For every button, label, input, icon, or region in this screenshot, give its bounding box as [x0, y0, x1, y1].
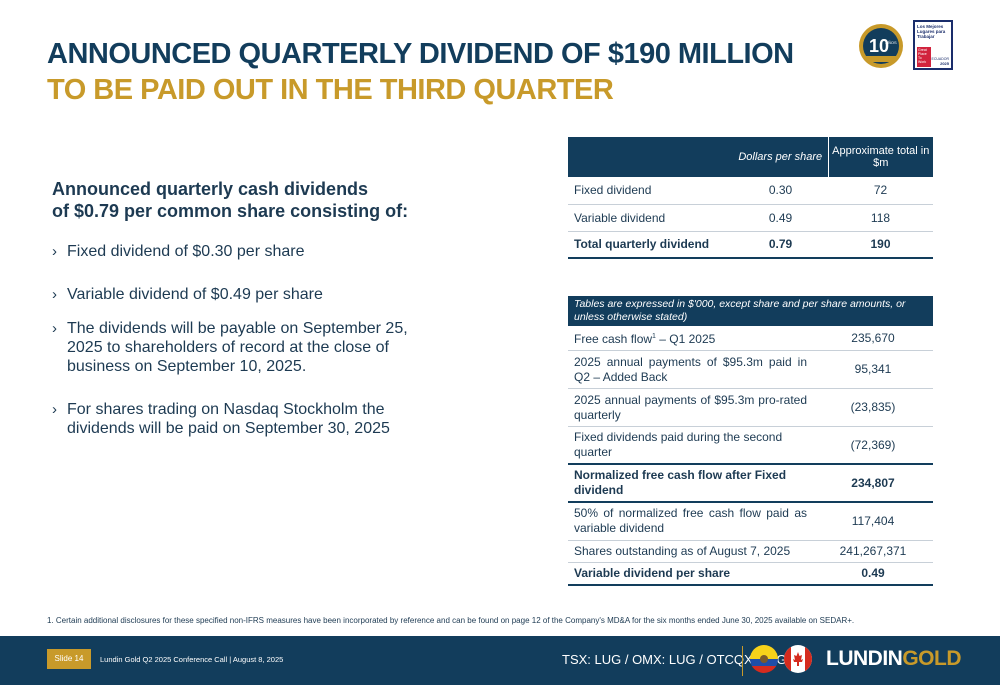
conference-info: Lundin Gold Q2 2025 Conference Call | Au…: [100, 655, 284, 664]
bullet-text: For shares trading on Nasdaq Stockholm t…: [67, 401, 390, 437]
row-total: 190: [828, 230, 933, 259]
anniversary-badge-icon: 10 AÑOS: [859, 24, 903, 68]
bullet-text: Variable dividend of $0.49 per share: [67, 286, 323, 303]
row-value: 95,341: [813, 350, 933, 389]
subheading-line1: Announced quarterly cash dividends: [52, 179, 369, 199]
row-label-suffix: – Q1 2025: [655, 332, 716, 346]
chevron-right-icon: ›: [52, 320, 57, 337]
row-label: Total quarterly dividend: [568, 230, 733, 259]
canada-flag-icon: [784, 645, 812, 673]
table-row: Shares outstanding as of August 7, 2025 …: [568, 540, 933, 563]
footnote-marker: 1: [652, 333, 656, 340]
row-label: 50% of normalized free cash flow paid as…: [568, 502, 813, 541]
page-title-line2: TO BE PAID OUT IN THE THIRD QUARTER: [47, 74, 614, 106]
logo-part1: LUNDIN: [826, 647, 903, 670]
page-title-line1: ANNOUNCED QUARTERLY DIVIDEND OF $190 MIL…: [47, 38, 794, 70]
bullet-item: › The dividends will be payable on Septe…: [52, 319, 412, 376]
bullet-text: The dividends will be payable on Septemb…: [67, 320, 408, 375]
dividend-table: Dollars per share Approximate total in $…: [568, 137, 933, 259]
dividend-table-header-total: Approximate total in $m: [828, 137, 933, 177]
row-label: Free cash flow1 – Q1 2025: [568, 326, 813, 351]
bullet-item: › Variable dividend of $0.49 per share: [52, 285, 412, 304]
row-label: Normalized free cash flow after Fixed di…: [568, 463, 813, 503]
great-place-to-work-badge: Los Mejores Lugares para Trabajar Great …: [913, 20, 953, 70]
row-label: Fixed dividends paid during the second q…: [568, 426, 813, 465]
chevron-right-icon: ›: [52, 286, 57, 303]
chevron-right-icon: ›: [52, 401, 57, 418]
lundin-gold-logo: LUNDINGOLD: [826, 647, 961, 671]
row-total: 72: [828, 177, 933, 205]
table-row-result: Variable dividend per share 0.49: [568, 562, 933, 586]
table-row-total: Total quarterly dividend 0.79 190: [568, 230, 933, 259]
row-per-share: 0.49: [733, 204, 828, 232]
fcf-table-header: Tables are expressed in $'000, except sh…: [568, 296, 933, 326]
row-per-share: 0.79: [733, 230, 828, 259]
dividend-subheading: Announced quarterly cash dividends of $0…: [52, 178, 408, 222]
table-row-highlight: Normalized free cash flow after Fixed di…: [568, 463, 933, 503]
table-row: Fixed dividend 0.30 72: [568, 177, 933, 205]
row-value: 234,807: [813, 463, 933, 503]
ticker-symbols: TSX: LUG / OMX: LUG / OTCQX: LUGDF: [562, 652, 804, 667]
row-label: 2025 annual payments of $95.3m paid in Q…: [568, 350, 813, 389]
row-value: 235,670: [813, 326, 933, 351]
footer-divider: [742, 646, 743, 676]
table-row: 50% of normalized free cash flow paid as…: [568, 502, 933, 541]
row-label: Shares outstanding as of August 7, 2025: [568, 540, 813, 563]
chevron-right-icon: ›: [52, 243, 57, 260]
dividend-table-header-per-share: Dollars per share: [733, 137, 829, 177]
row-label-text: Free cash flow: [574, 332, 653, 346]
ecuador-flag-icon: [750, 645, 778, 673]
row-value: 241,267,371: [813, 540, 933, 563]
row-total: 118: [828, 204, 933, 232]
table-row: Variable dividend 0.49 118: [568, 204, 933, 232]
row-value: (72,369): [813, 426, 933, 465]
gptw-country: ECUADOR: [931, 57, 949, 61]
subheading-line2: of $0.79 per common share consisting of:: [52, 201, 409, 221]
slide-number: Slide 14: [47, 649, 91, 669]
bullet-text: Fixed dividend of $0.30 per share: [67, 243, 305, 260]
logo-part2: GOLD: [902, 647, 961, 670]
row-value: (23,835): [813, 388, 933, 427]
gptw-red-label: Great Place To Work: [917, 47, 931, 67]
footer-bar: [0, 636, 1000, 685]
bullet-list: › Fixed dividend of $0.30 per share › Va…: [52, 242, 412, 462]
row-label: Fixed dividend: [568, 177, 733, 205]
gptw-text: Los Mejores Lugares para Trabajar: [917, 24, 946, 39]
table-row: Free cash flow1 – Q1 2025 235,670: [568, 326, 933, 351]
table-row: Fixed dividends paid during the second q…: [568, 426, 933, 465]
bullet-item: › For shares trading on Nasdaq Stockholm…: [52, 400, 412, 438]
table-row: 2025 annual payments of $95.3m paid in Q…: [568, 350, 933, 389]
table-row: 2025 annual payments of $95.3m pro-rated…: [568, 388, 933, 427]
gptw-year: 2025: [940, 61, 949, 66]
row-label: 2025 annual payments of $95.3m pro-rated…: [568, 388, 813, 427]
row-value: 117,404: [813, 502, 933, 541]
bullet-item: › Fixed dividend of $0.30 per share: [52, 242, 412, 261]
anniversary-sub: AÑOS: [885, 40, 897, 45]
row-label: Variable dividend per share: [568, 562, 813, 586]
free-cash-flow-table: Tables are expressed in $'000, except sh…: [568, 296, 933, 586]
dividend-table-header-empty: [568, 137, 733, 177]
footnote: 1. Certain additional disclosures for th…: [47, 616, 855, 625]
row-value: 0.49: [813, 562, 933, 586]
anniversary-number: 10: [869, 36, 889, 56]
row-label: Variable dividend: [568, 204, 733, 232]
row-per-share: 0.30: [733, 177, 828, 205]
